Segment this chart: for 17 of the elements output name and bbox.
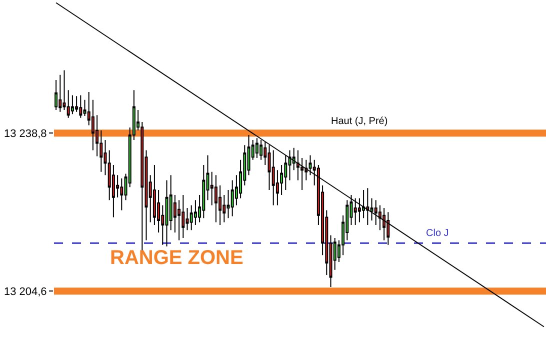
candlestick [79,94,82,118]
candlestick [54,79,58,110]
y-tick-label: 13 238,8 [4,128,47,140]
candlestick [374,200,378,226]
y-tick-label: 13 204,6 [4,286,47,298]
candlestick [354,198,357,226]
ref-line-label: Haut (J, Pré) [331,116,388,127]
candlestick [182,194,185,238]
candlestick [255,138,258,159]
candlestick [58,74,62,112]
candlestick [366,188,370,226]
candlestick [120,178,124,211]
candlestick [386,212,390,246]
candlestick [382,207,386,241]
ref-line-label: Clo J [426,228,449,239]
candlestick [214,174,218,223]
annotation: RANGE ZONE [110,247,244,269]
